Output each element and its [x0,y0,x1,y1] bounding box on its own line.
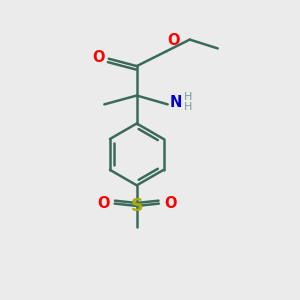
Text: O: O [92,50,104,65]
Text: O: O [97,196,110,211]
Text: H: H [184,92,192,102]
Text: O: O [164,196,177,211]
Text: O: O [168,33,180,48]
Text: N: N [170,95,182,110]
Text: S: S [130,197,143,215]
Text: H: H [184,102,192,112]
